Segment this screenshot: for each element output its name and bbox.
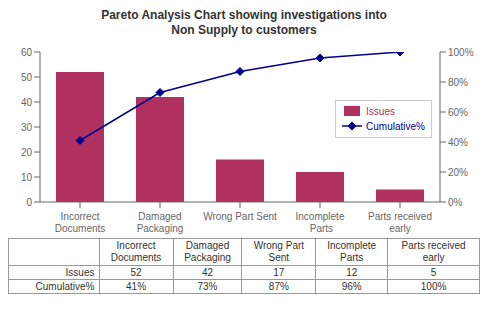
html-text:Parts received early: Parts received early [401,240,466,263]
html-text:100%: 100% [420,281,447,292]
html-text:52: 52 [130,267,142,278]
html-text:Pareto Analysis Chart showing: Pareto Analysis Chart showing investigat… [101,8,387,37]
svg-text:10: 10 [21,172,33,183]
html-text:Issues: Issues [366,105,395,117]
svg-text:20: 20 [21,147,33,158]
html-text:42: 42 [201,267,214,278]
html-text:5: 5 [430,267,437,278]
html-text:Issues: Issues [65,267,95,278]
html-text:73%: 73% [197,281,218,292]
html-text:Cumulative%: Cumulative% [35,281,95,292]
svg-text:50: 50 [21,72,33,83]
svg-text:20%: 20% [448,167,468,178]
html-text:Incomplete Parts: Incomplete Parts [327,240,377,263]
svg-text:40: 40 [21,97,33,108]
html-text:Cumulative%: Cumulative% [366,120,425,132]
html-text:87%: 87% [268,281,289,292]
html-text:17: 17 [273,267,285,278]
svg-text:30: 30 [21,122,33,133]
svg-text:40%: 40% [448,137,468,148]
html-text:Damaged Packaging: Damaged Packaging [184,240,231,263]
svg-text:Parts receivedearly: Parts receivedearly [368,211,432,234]
svg-text:IncorrectDocuments: IncorrectDocuments [55,211,106,234]
html-text:Wrong Part Sent: Wrong Part Sent [253,240,304,263]
html-text:Incorrect Documents: Incorrect Documents [110,240,162,263]
svg-text:60: 60 [21,47,33,58]
svg-text:100%: 100% [448,47,474,58]
html-text:96%: 96% [341,281,362,292]
svg-text:60%: 60% [448,107,468,118]
svg-text:80%: 80% [448,77,468,88]
svg-text:0: 0 [26,197,32,208]
svg-text:DamagedPackaging: DamagedPackaging [137,211,184,234]
html-text:12: 12 [346,267,358,278]
svg-text:Incomplete Parts: Incomplete Parts [296,211,345,234]
svg-text:0%: 0% [448,197,463,208]
svg-text:Wrong Part Sent: Wrong Part Sent [203,211,277,222]
html-text:41%: 41% [126,281,146,292]
